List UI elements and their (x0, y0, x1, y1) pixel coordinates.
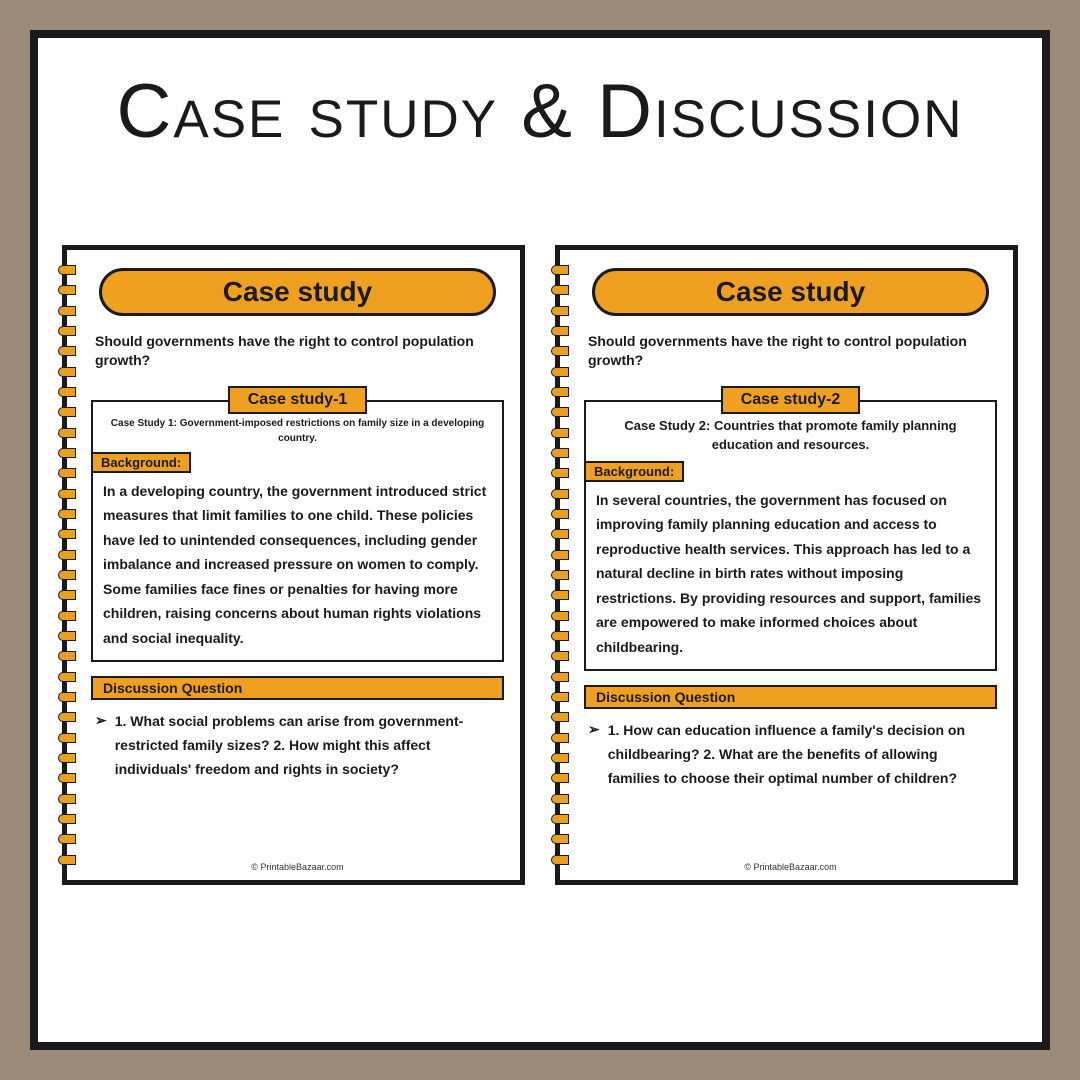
background-label: Background: (91, 452, 191, 473)
cs-label-wrap: Case study-1 (91, 386, 504, 414)
discussion-question-label: Discussion Question (91, 676, 504, 700)
background-label: Background: (584, 461, 684, 482)
spiral-binding-icon (551, 260, 569, 870)
discussion-question-label: Discussion Question (584, 685, 997, 709)
outer-frame: Case study & Discussion Case study Shoul… (30, 30, 1050, 1050)
case-study-box: Case Study 1: Government-imposed restric… (91, 400, 504, 663)
card-header: Case study (592, 268, 989, 316)
spiral-binding-icon (58, 260, 76, 870)
case-study-number-label: Case study-1 (228, 386, 368, 414)
case-study-card-1: Case study Should governments have the r… (62, 245, 525, 885)
card-subtitle: Should governments have the right to con… (588, 332, 993, 370)
background-text: In a developing country, the government … (103, 479, 492, 651)
case-study-number-label: Case study-2 (721, 386, 861, 414)
bullet-icon: ➢ (588, 721, 600, 738)
case-study-intro: Case Study 1: Government-imposed restric… (103, 416, 492, 446)
cards-row: Case study Should governments have the r… (56, 245, 1024, 885)
card-subtitle: Should governments have the right to con… (95, 332, 500, 370)
bullet-icon: ➢ (95, 712, 107, 729)
discussion-question-text: 1. What social problems can arise from g… (115, 710, 500, 781)
case-study-box: Case Study 2: Countries that promote fam… (584, 400, 997, 672)
case-study-intro: Case Study 2: Countries that promote fam… (596, 416, 985, 455)
card-footer: © PrintableBazaar.com (584, 862, 997, 874)
background-text: In several countries, the government has… (596, 488, 985, 660)
discussion-question-row: ➢ 1. How can education influence a famil… (584, 719, 997, 790)
case-study-card-2: Case study Should governments have the r… (555, 245, 1018, 885)
card-footer: © PrintableBazaar.com (91, 862, 504, 874)
card-header: Case study (99, 268, 496, 316)
discussion-question-text: 1. How can education influence a family'… (608, 719, 993, 790)
page-title: Case study & Discussion (56, 68, 1024, 155)
cs-label-wrap: Case study-2 (584, 386, 997, 414)
discussion-question-row: ➢ 1. What social problems can arise from… (91, 710, 504, 781)
